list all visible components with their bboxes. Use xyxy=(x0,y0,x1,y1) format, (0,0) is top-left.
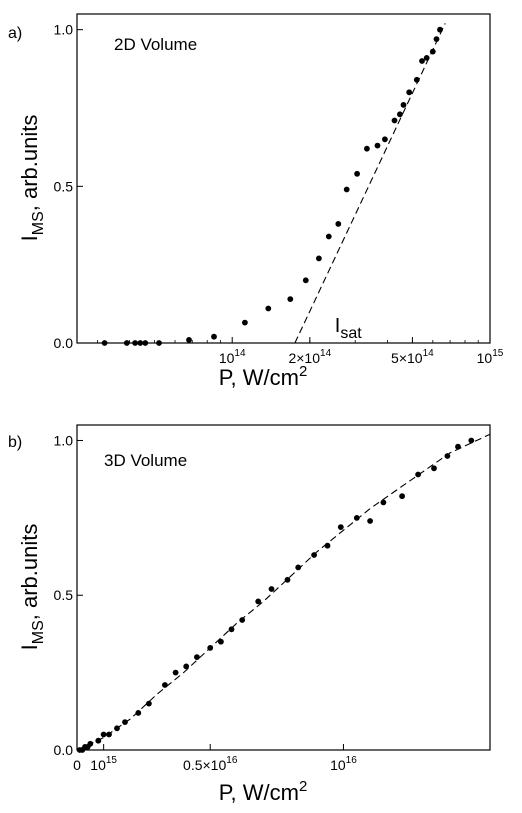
data-point xyxy=(391,117,398,124)
data-point xyxy=(101,340,108,346)
chart-panel-1: 1014 2×1014 5×1014 1015 0.0 0.5 1.0 a) 2D Volume… xyxy=(8,13,504,390)
data-point xyxy=(239,617,246,623)
data-point xyxy=(413,76,420,83)
data-point xyxy=(325,233,332,240)
y-tick-label: 1.0 xyxy=(54,432,74,448)
data-point xyxy=(343,186,350,193)
data-point xyxy=(228,626,235,633)
data-point xyxy=(437,26,443,33)
plot-frame xyxy=(76,424,491,751)
data-point xyxy=(162,682,168,688)
data-point xyxy=(137,340,144,346)
data-point xyxy=(255,598,262,605)
data-point xyxy=(218,638,224,645)
data-point xyxy=(106,731,112,738)
data-point xyxy=(316,255,322,262)
data-point xyxy=(287,296,294,302)
x-tick-label: 0 xyxy=(73,757,81,773)
isat-annotation: Isat xyxy=(335,315,362,342)
data-point xyxy=(364,145,370,152)
data-point xyxy=(415,471,421,478)
data-point xyxy=(146,700,152,707)
y-tick-label: 0.5 xyxy=(54,587,74,603)
data-point xyxy=(114,725,120,732)
data-point xyxy=(207,645,214,651)
panel-label: a) xyxy=(8,25,22,42)
x-tick-label: 1015 xyxy=(477,348,504,366)
data-point xyxy=(302,277,309,284)
y-tick-label: 0.0 xyxy=(54,742,74,758)
data-point xyxy=(268,586,275,592)
data-point xyxy=(172,669,179,676)
data-point xyxy=(95,737,102,744)
x-tick-label: 0.5×1016 xyxy=(183,755,238,773)
data-point xyxy=(354,170,360,177)
data-point xyxy=(211,333,217,340)
data-point xyxy=(87,740,94,747)
data-point xyxy=(324,542,331,549)
y-axis-title: IMS, arb.units xyxy=(17,524,47,651)
y-tick-label: 1.0 xyxy=(54,22,74,38)
data-point xyxy=(399,493,405,500)
data-point xyxy=(455,443,461,450)
data-point xyxy=(123,340,130,346)
data-point xyxy=(444,453,451,459)
data-point xyxy=(423,55,430,61)
data-point xyxy=(400,102,407,108)
x-tick-label: 1014 xyxy=(219,348,246,366)
fit-line xyxy=(76,433,491,751)
x-axis-title: P, W/cm2 xyxy=(219,778,308,805)
data-point xyxy=(242,319,248,326)
data-point xyxy=(122,719,128,725)
data-point xyxy=(135,710,142,716)
data-point xyxy=(374,142,381,149)
x-tick-label: 5×1014 xyxy=(391,348,434,366)
data-point xyxy=(382,136,388,143)
data-point xyxy=(183,663,190,670)
data-point xyxy=(186,337,192,343)
data-point xyxy=(132,340,139,346)
data-point xyxy=(397,111,403,118)
data-point xyxy=(406,89,413,96)
data-point xyxy=(367,518,373,524)
y-tick-label: 0.0 xyxy=(54,335,74,351)
data-point xyxy=(380,499,387,506)
data-point xyxy=(311,552,317,558)
panel-label: b) xyxy=(8,434,22,451)
chart-panel-2: 0 1015 0.5×1016 1016 0.0 0.5 1.0 b) 3D Volume P, … xyxy=(8,424,491,805)
data-point xyxy=(335,221,342,227)
y-axis-title: IMS, arb.units xyxy=(17,115,47,242)
x-tick-label: 1015 xyxy=(90,755,117,773)
x-axis-title: P, W/cm2 xyxy=(219,363,308,390)
data-point xyxy=(142,340,149,346)
data-point xyxy=(468,437,475,444)
plot-frame xyxy=(76,13,491,344)
data-point xyxy=(265,305,272,312)
data-point xyxy=(156,340,162,346)
fit-line xyxy=(294,23,446,344)
data-point xyxy=(433,36,440,42)
data-point xyxy=(284,576,291,583)
data-point xyxy=(353,515,360,521)
y-tick-label: 0.5 xyxy=(54,178,74,194)
data-point xyxy=(431,465,437,472)
x-tick-label: 2×1014 xyxy=(288,348,331,366)
inset-label: 3D Volume xyxy=(104,451,187,470)
data-point xyxy=(429,48,436,55)
data-point xyxy=(100,731,107,738)
data-point xyxy=(419,58,425,64)
inset-label: 2D Volume xyxy=(114,35,197,54)
data-point xyxy=(295,564,302,571)
data-point xyxy=(194,654,200,660)
data-point xyxy=(337,524,344,530)
x-tick-label: 1016 xyxy=(330,755,357,773)
